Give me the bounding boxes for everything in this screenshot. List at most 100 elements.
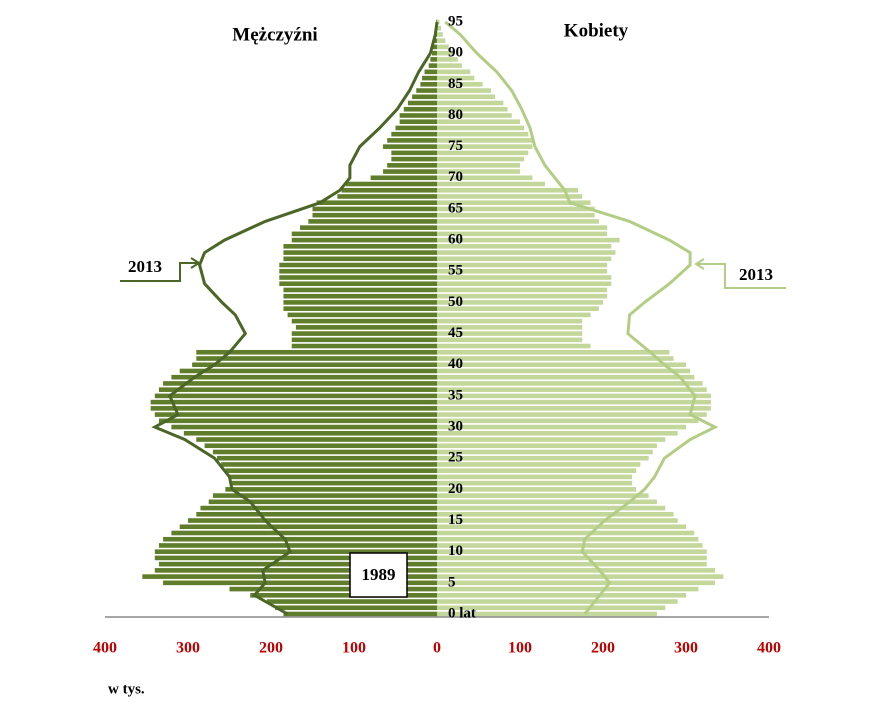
bar — [283, 250, 437, 255]
bar — [229, 474, 437, 480]
bar — [437, 574, 724, 579]
bar — [437, 505, 666, 511]
bar — [171, 374, 437, 380]
bar — [437, 169, 520, 174]
bar — [291, 318, 437, 324]
line-2013 — [444, 20, 719, 615]
bar — [300, 225, 437, 230]
bar — [266, 599, 437, 604]
bar — [437, 156, 525, 162]
bar — [437, 212, 595, 218]
bar — [387, 163, 437, 168]
bar — [437, 38, 446, 43]
x-tick-label: 300 — [176, 640, 200, 657]
age-label: 80 — [448, 107, 463, 123]
age-label: 20 — [448, 481, 463, 497]
bar — [437, 487, 637, 492]
bar — [142, 574, 437, 579]
age-label: 65 — [448, 200, 463, 216]
bar — [437, 536, 699, 542]
bar — [291, 237, 437, 243]
bar — [308, 219, 437, 224]
bar — [437, 250, 616, 255]
bar — [154, 412, 438, 417]
bar — [154, 568, 438, 573]
x-tick-label: 400 — [93, 640, 117, 657]
x-axis-label: w tys. — [108, 681, 145, 697]
bar — [283, 293, 437, 299]
bar — [279, 262, 437, 268]
bar — [437, 206, 595, 212]
bar — [204, 443, 437, 449]
bar — [437, 424, 686, 430]
x-tick-label: 200 — [259, 640, 283, 657]
bar — [279, 275, 437, 280]
bar — [399, 119, 437, 125]
bar — [437, 499, 657, 505]
bar — [437, 50, 452, 56]
bar — [437, 32, 443, 37]
bar — [437, 474, 633, 480]
bar — [208, 499, 437, 505]
bar — [403, 106, 437, 112]
bar — [437, 430, 678, 436]
label-box — [349, 552, 408, 598]
bar — [437, 381, 703, 386]
age-label: 15 — [448, 512, 463, 528]
bar — [225, 468, 437, 473]
bar — [163, 381, 437, 386]
bar — [437, 57, 458, 62]
right-title: Kobiety — [564, 20, 629, 41]
bar — [437, 281, 612, 287]
bar — [437, 175, 533, 181]
bar — [433, 38, 437, 43]
bar — [424, 69, 437, 75]
bar — [428, 63, 437, 68]
bar — [437, 524, 686, 530]
bar — [279, 281, 437, 287]
bar — [430, 57, 437, 62]
bar — [196, 356, 437, 361]
bar — [437, 144, 533, 149]
bar — [341, 187, 437, 193]
bar — [437, 312, 591, 318]
bar — [437, 599, 678, 604]
bar — [391, 131, 437, 137]
bar — [391, 156, 437, 162]
bar — [437, 150, 529, 156]
age-label: 70 — [448, 169, 463, 185]
bar — [437, 100, 504, 106]
bar — [437, 468, 637, 473]
bar — [437, 555, 707, 561]
age-label: 55 — [448, 263, 463, 279]
age-label: 75 — [448, 138, 463, 154]
bar — [437, 244, 612, 249]
x-tick-label: 0 — [433, 640, 441, 657]
bar — [437, 88, 491, 93]
bar — [437, 325, 583, 330]
bar — [188, 518, 437, 523]
bar — [212, 449, 437, 455]
bar — [437, 25, 442, 31]
bar — [150, 399, 437, 405]
bar — [383, 144, 437, 149]
bar — [437, 449, 653, 455]
bar — [316, 200, 437, 206]
bar — [437, 455, 649, 461]
bar — [437, 119, 520, 125]
bar — [312, 212, 437, 218]
bar — [437, 493, 649, 498]
bar — [154, 549, 438, 554]
bar — [437, 44, 449, 50]
bar — [283, 287, 437, 293]
bar — [395, 125, 437, 131]
bar — [416, 88, 437, 93]
bar — [437, 94, 496, 100]
bar — [437, 374, 695, 380]
bar — [437, 82, 483, 87]
line-label: 2013 — [739, 265, 773, 284]
bar — [163, 580, 437, 586]
age-label: 25 — [448, 450, 463, 466]
x-tick-label: 300 — [674, 640, 698, 657]
age-label: 0 lat — [448, 605, 476, 621]
